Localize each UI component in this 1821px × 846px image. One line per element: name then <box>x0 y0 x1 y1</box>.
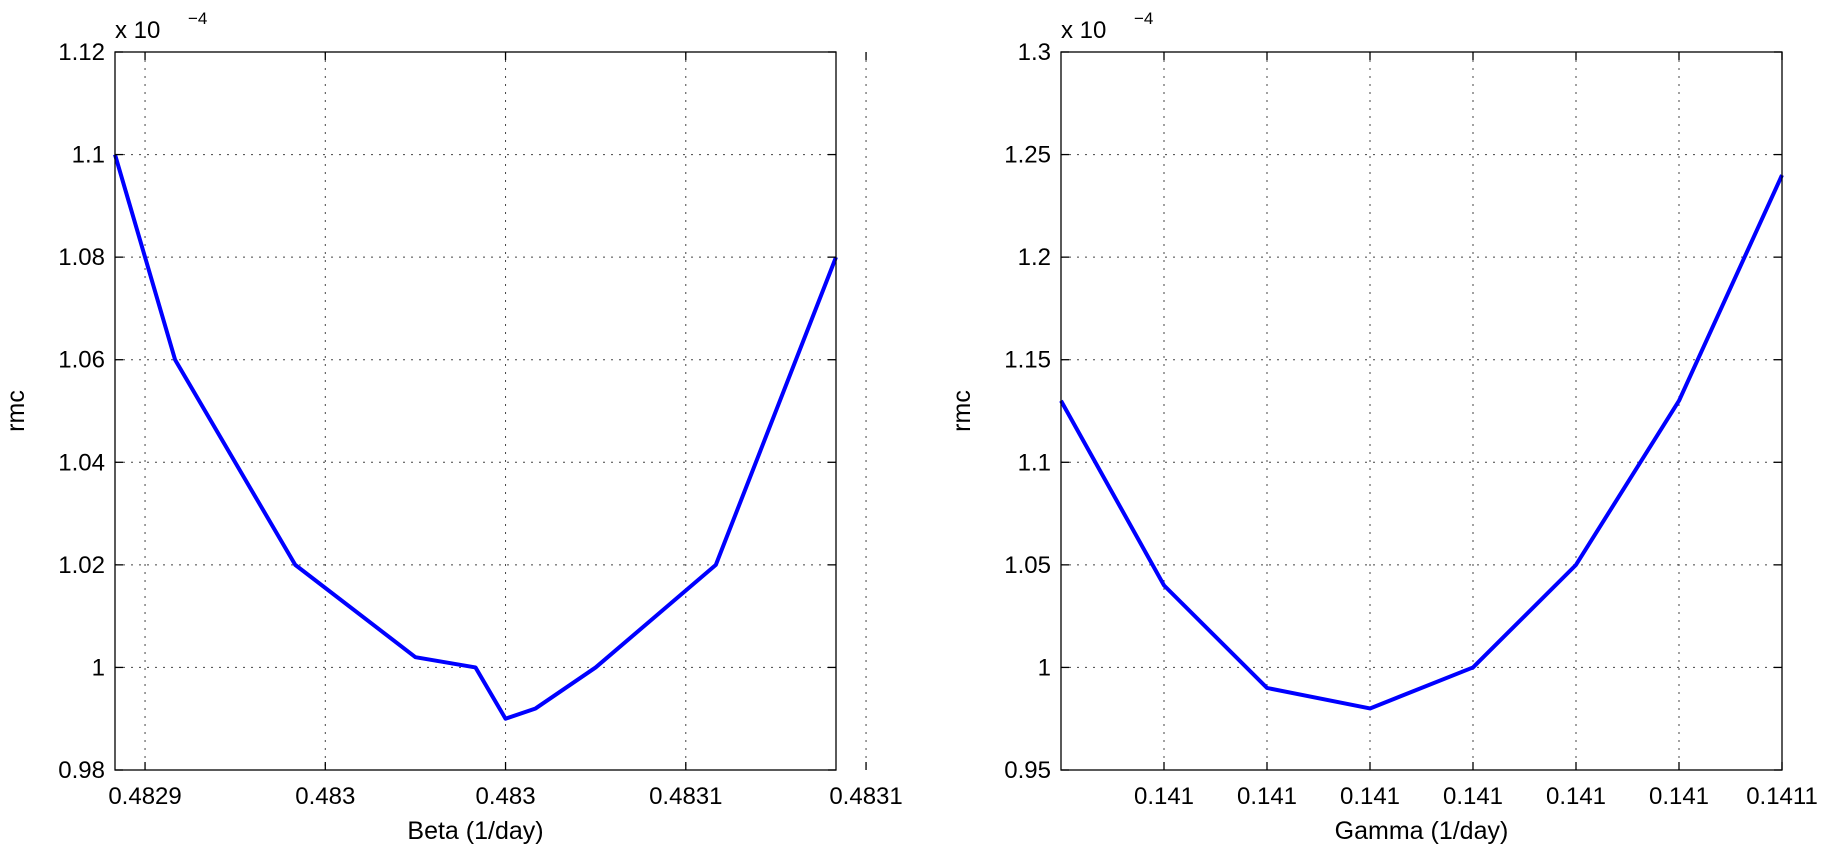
plot-frame <box>114 51 837 771</box>
y-tick-label: 1 <box>1038 654 1051 681</box>
x-tick-label: 0.483 <box>476 783 536 810</box>
x-tick-label: 0.141 <box>1546 783 1606 810</box>
y-tick-label: 1.15 <box>1004 347 1051 374</box>
series-line <box>113 154 838 721</box>
x-tick-label: 0.4831 <box>829 783 902 810</box>
y-tick-label: 0.95 <box>1004 757 1051 784</box>
y-tick-label: 1.3 <box>1018 39 1051 66</box>
y-axis-label: rmc <box>948 390 976 432</box>
x-tick-label: 0.141 <box>1443 783 1503 810</box>
y-tick-label: 1.1 <box>72 142 105 169</box>
y-tick-label: 1.1 <box>1018 449 1051 476</box>
exponent-label: x 10 <box>1061 17 1106 44</box>
series-line <box>1059 174 1784 711</box>
plot-frame <box>1060 51 1783 771</box>
chart-2: 0.95 1 1.05 1.1 1.15 1.2 1.25 1.3 0.141 0.141 0.14… <box>948 9 1818 845</box>
exponent-label: x 10 <box>115 17 160 44</box>
y-tick-label: 0.98 <box>58 757 105 784</box>
x-axis-label: Beta (1/day) <box>407 817 543 845</box>
y-tick-label: 1.02 <box>58 552 105 579</box>
y-tick-label: 1.05 <box>1004 552 1051 579</box>
y-tick-label: 1.04 <box>58 449 105 476</box>
chart-1: 0.98 1 1.02 1.04 1.06 1.08 1.1 1.12 0.4829 0.483 0… <box>2 9 903 845</box>
y-tick-label: 1.06 <box>58 347 105 374</box>
x-tick-label: 0.141 <box>1237 783 1297 810</box>
y-axis-label: rmc <box>2 390 30 432</box>
y-tick-label: 1.2 <box>1018 244 1051 271</box>
x-tick-label: 0.483 <box>295 783 355 810</box>
x-tick-label: 0.141 <box>1340 783 1400 810</box>
y-tick-label: 1.08 <box>58 244 105 271</box>
exponent-power: −4 <box>188 9 207 28</box>
exponent-power: −4 <box>1134 9 1153 28</box>
x-tick-label: 0.141 <box>1649 783 1709 810</box>
x-tick-label: 0.4831 <box>649 783 722 810</box>
x-tick-label: 0.1411 <box>1746 783 1818 810</box>
y-tick-label: 1.12 <box>58 39 105 66</box>
y-tick-label: 1.25 <box>1004 142 1051 169</box>
y-tick-label: 1 <box>92 654 105 681</box>
x-tick-label: 0.141 <box>1134 783 1194 810</box>
x-axis-label: Gamma (1/day) <box>1335 817 1509 845</box>
x-tick-label: 0.4829 <box>108 783 181 810</box>
